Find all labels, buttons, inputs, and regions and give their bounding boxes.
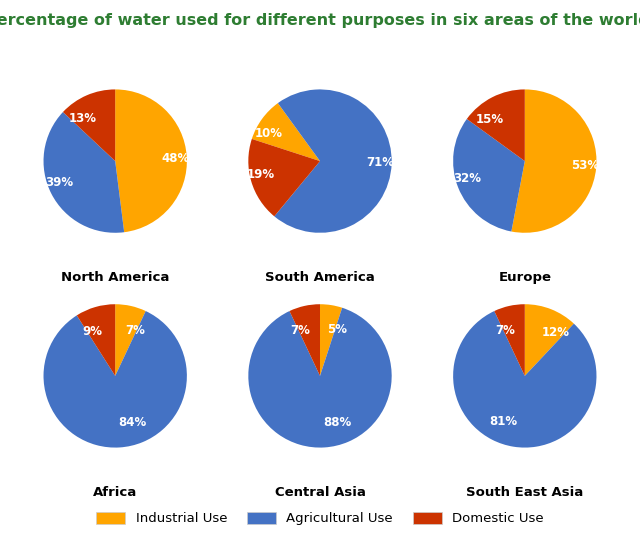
Text: Europe: Europe — [499, 271, 551, 284]
Legend: Industrial Use, Agricultural Use, Domestic Use: Industrial Use, Agricultural Use, Domest… — [91, 506, 549, 531]
Wedge shape — [453, 119, 525, 231]
Wedge shape — [525, 304, 574, 376]
Wedge shape — [467, 90, 525, 161]
Text: South East Asia: South East Asia — [466, 486, 584, 499]
Wedge shape — [248, 139, 320, 216]
Wedge shape — [63, 90, 115, 161]
Text: 39%: 39% — [45, 176, 74, 188]
Text: Central Asia: Central Asia — [275, 486, 365, 499]
Text: 9%: 9% — [82, 325, 102, 338]
Text: 71%: 71% — [367, 156, 395, 169]
Text: 88%: 88% — [323, 416, 351, 429]
Wedge shape — [453, 311, 596, 447]
Text: 81%: 81% — [490, 416, 518, 429]
Text: 19%: 19% — [247, 168, 275, 180]
Text: 32%: 32% — [454, 172, 481, 185]
Text: 5%: 5% — [327, 323, 348, 336]
Text: Percentage of water used for different purposes in six areas of the world.: Percentage of water used for different p… — [0, 13, 640, 28]
Wedge shape — [320, 304, 342, 376]
Text: 13%: 13% — [68, 112, 97, 125]
Wedge shape — [275, 90, 392, 233]
Text: 12%: 12% — [542, 326, 570, 339]
Wedge shape — [289, 304, 320, 376]
Wedge shape — [511, 90, 596, 233]
Text: Africa: Africa — [93, 486, 138, 499]
Text: 53%: 53% — [571, 159, 599, 172]
Text: 10%: 10% — [254, 127, 282, 140]
Text: 15%: 15% — [476, 113, 504, 126]
Wedge shape — [44, 311, 187, 447]
Text: 48%: 48% — [162, 151, 190, 165]
Text: South America: South America — [265, 271, 375, 284]
Wedge shape — [77, 304, 115, 376]
Text: 84%: 84% — [118, 416, 147, 429]
Wedge shape — [494, 304, 525, 376]
Wedge shape — [115, 304, 146, 376]
Text: 7%: 7% — [290, 324, 310, 337]
Text: 7%: 7% — [125, 324, 145, 337]
Text: 7%: 7% — [495, 324, 515, 337]
Wedge shape — [115, 90, 187, 232]
Text: North America: North America — [61, 271, 170, 284]
Wedge shape — [44, 112, 124, 233]
Wedge shape — [252, 103, 320, 161]
Wedge shape — [248, 308, 392, 447]
